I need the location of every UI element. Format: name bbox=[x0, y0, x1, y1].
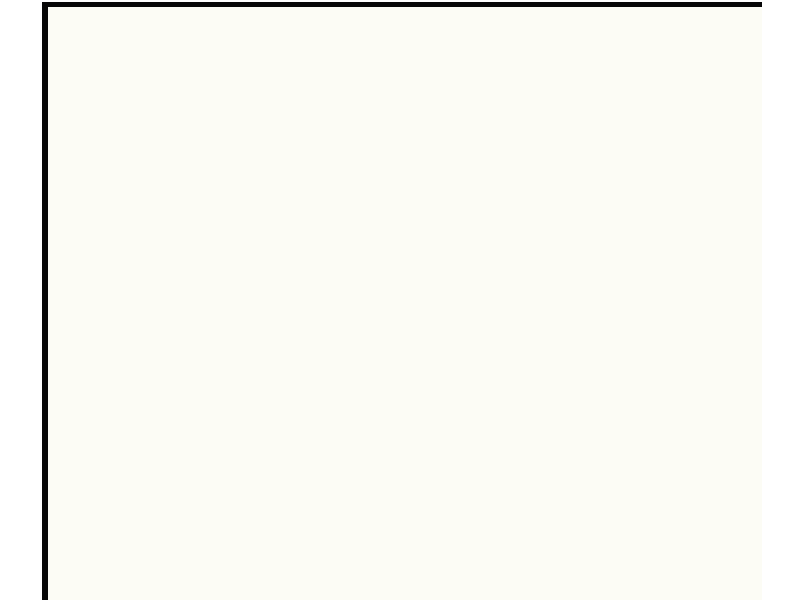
figure-frame-top bbox=[42, 2, 762, 7]
legend bbox=[0, 505, 800, 600]
figure-frame-left bbox=[42, 2, 48, 600]
figure-background bbox=[48, 7, 762, 600]
